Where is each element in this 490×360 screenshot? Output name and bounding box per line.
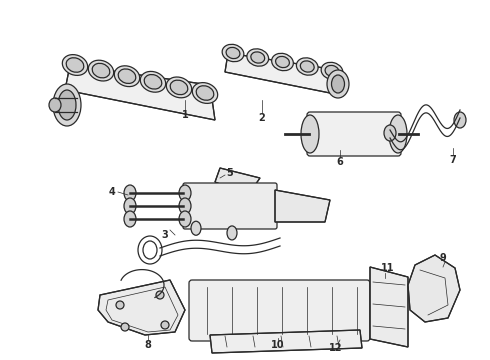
- Text: 5: 5: [227, 168, 233, 178]
- Ellipse shape: [49, 98, 61, 112]
- Text: 3: 3: [162, 230, 169, 240]
- Ellipse shape: [384, 125, 396, 141]
- Ellipse shape: [454, 112, 466, 128]
- Ellipse shape: [222, 44, 244, 62]
- Ellipse shape: [92, 63, 110, 78]
- Text: 2: 2: [259, 113, 266, 123]
- FancyBboxPatch shape: [307, 112, 401, 156]
- Ellipse shape: [192, 82, 218, 103]
- Ellipse shape: [118, 69, 136, 84]
- Polygon shape: [215, 168, 260, 195]
- Ellipse shape: [275, 57, 290, 68]
- Polygon shape: [65, 65, 215, 120]
- Text: 12: 12: [329, 343, 343, 353]
- Ellipse shape: [389, 115, 407, 153]
- Text: 9: 9: [440, 253, 446, 263]
- Ellipse shape: [124, 185, 136, 201]
- Ellipse shape: [166, 77, 192, 98]
- Ellipse shape: [116, 301, 124, 309]
- Ellipse shape: [296, 58, 318, 75]
- Ellipse shape: [53, 84, 81, 126]
- Text: 4: 4: [109, 187, 115, 197]
- Polygon shape: [210, 330, 362, 353]
- Ellipse shape: [132, 300, 142, 306]
- Polygon shape: [408, 255, 460, 322]
- Ellipse shape: [321, 62, 343, 80]
- Text: 11: 11: [381, 263, 395, 273]
- Ellipse shape: [62, 55, 88, 75]
- Ellipse shape: [66, 58, 84, 72]
- Ellipse shape: [227, 226, 237, 240]
- Ellipse shape: [325, 66, 339, 77]
- Ellipse shape: [191, 221, 201, 235]
- Polygon shape: [370, 267, 408, 347]
- Ellipse shape: [121, 323, 129, 331]
- Ellipse shape: [58, 90, 76, 120]
- Ellipse shape: [196, 86, 214, 100]
- Ellipse shape: [179, 185, 191, 201]
- Text: 8: 8: [145, 340, 151, 350]
- Polygon shape: [275, 190, 330, 222]
- Ellipse shape: [161, 321, 169, 329]
- Polygon shape: [98, 280, 185, 335]
- Ellipse shape: [300, 61, 314, 72]
- Ellipse shape: [156, 291, 164, 299]
- Ellipse shape: [179, 211, 191, 227]
- Ellipse shape: [144, 75, 162, 89]
- Ellipse shape: [128, 297, 146, 309]
- Ellipse shape: [301, 115, 319, 153]
- Ellipse shape: [140, 71, 166, 92]
- Text: 7: 7: [450, 155, 456, 165]
- Ellipse shape: [226, 48, 240, 59]
- Text: 10: 10: [271, 340, 285, 350]
- Ellipse shape: [332, 75, 344, 93]
- Ellipse shape: [124, 198, 136, 214]
- Text: 1: 1: [182, 110, 188, 120]
- Ellipse shape: [179, 198, 191, 214]
- Ellipse shape: [88, 60, 114, 81]
- Ellipse shape: [124, 211, 136, 227]
- Text: 6: 6: [337, 157, 343, 167]
- Ellipse shape: [170, 80, 188, 95]
- Ellipse shape: [327, 70, 349, 98]
- FancyBboxPatch shape: [183, 183, 277, 229]
- Ellipse shape: [251, 52, 265, 63]
- Polygon shape: [225, 53, 340, 95]
- Ellipse shape: [247, 49, 269, 66]
- Ellipse shape: [114, 66, 140, 87]
- Ellipse shape: [271, 53, 294, 71]
- FancyBboxPatch shape: [189, 280, 370, 341]
